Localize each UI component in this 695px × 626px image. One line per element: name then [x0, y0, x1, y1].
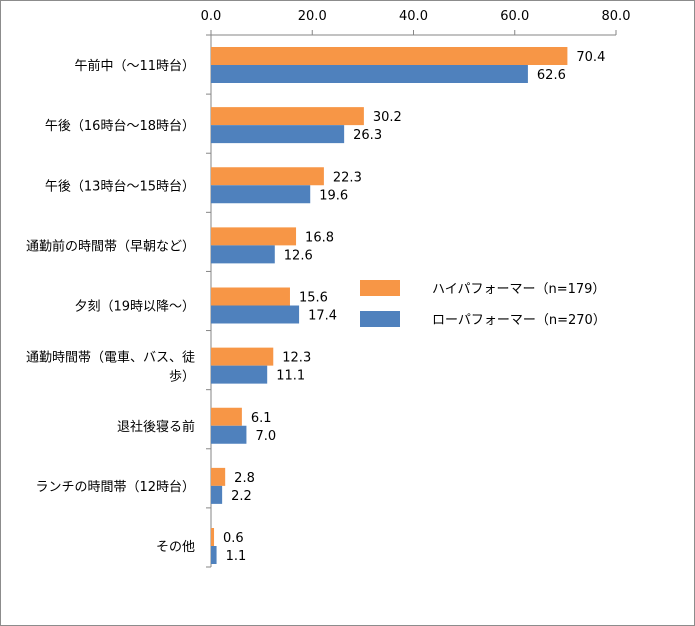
x-tick-label: 20.0 — [298, 9, 327, 24]
value-label-high-performer: 0.6 — [223, 531, 244, 546]
bar-low-performer — [211, 546, 217, 564]
category-label: 通勤時間帯（電車、バス、徒 — [26, 351, 195, 366]
bar-low-performer — [211, 305, 300, 324]
bar-high-performer — [211, 167, 324, 186]
value-label-low-performer: 17.4 — [308, 309, 337, 324]
category-label: 退社後寝る前 — [117, 419, 195, 435]
value-label-low-performer: 26.3 — [353, 128, 382, 143]
x-tick-label: 0.0 — [201, 9, 222, 24]
value-label-high-performer: 6.1 — [251, 411, 272, 426]
value-label-high-performer: 70.4 — [576, 50, 605, 65]
value-label-low-performer: 62.6 — [537, 68, 566, 83]
bar-high-performer — [211, 107, 364, 126]
category-label: 午後（16時台～18時台） — [45, 119, 195, 134]
x-tick-label: 60.0 — [500, 9, 529, 24]
value-label-low-performer: 11.1 — [276, 369, 305, 384]
bar-low-performer — [211, 185, 311, 204]
category-label: 午前中（～11時台） — [74, 58, 195, 74]
value-label-high-performer: 15.6 — [299, 291, 328, 306]
value-label-high-performer: 22.3 — [333, 170, 362, 185]
x-tick-label: 80.0 — [602, 9, 631, 24]
legend-label-high-performer: ハイパフォーマー（n=179） — [432, 282, 605, 297]
legend-swatch-low-performer — [360, 311, 400, 327]
value-label-low-performer: 19.6 — [319, 188, 348, 203]
bar-high-performer — [211, 287, 290, 306]
bar-high-performer — [211, 227, 297, 246]
category-label: 歩） — [169, 370, 195, 385]
value-label-high-performer: 12.3 — [282, 351, 311, 366]
bar-high-performer — [211, 347, 274, 366]
value-label-low-performer: 7.0 — [255, 429, 276, 444]
value-label-high-performer: 2.8 — [234, 471, 255, 486]
bar-low-performer — [211, 365, 268, 384]
bar-low-performer — [211, 245, 275, 264]
bar-low-performer — [211, 425, 247, 444]
category-label: 夕刻（19時以降～） — [74, 300, 195, 315]
value-label-high-performer: 16.8 — [305, 230, 334, 245]
value-label-low-performer: 12.6 — [284, 248, 313, 263]
value-label-low-performer: 2.2 — [231, 489, 252, 504]
x-tick-label: 40.0 — [399, 9, 428, 24]
bar-high-performer — [211, 47, 568, 65]
bar-low-performer — [211, 485, 223, 504]
category-label: 午後（13時台～15時台） — [45, 179, 195, 194]
category-label: ランチの時間帯（12時台） — [35, 480, 195, 495]
category-label: その他 — [156, 540, 195, 555]
bar-high-performer — [211, 467, 226, 486]
value-label-low-performer: 1.1 — [226, 549, 247, 564]
bar-low-performer — [211, 125, 345, 144]
bar-high-performer — [211, 407, 242, 426]
bar-high-performer — [211, 528, 215, 546]
legend-label-low-performer: ローパフォーマー（n=270） — [432, 313, 606, 328]
category-label: 通勤前の時間帯（早朝など） — [26, 238, 195, 254]
legend-swatch-high-performer — [360, 280, 400, 296]
value-label-high-performer: 30.2 — [373, 110, 402, 125]
bar-low-performer — [211, 65, 528, 83]
